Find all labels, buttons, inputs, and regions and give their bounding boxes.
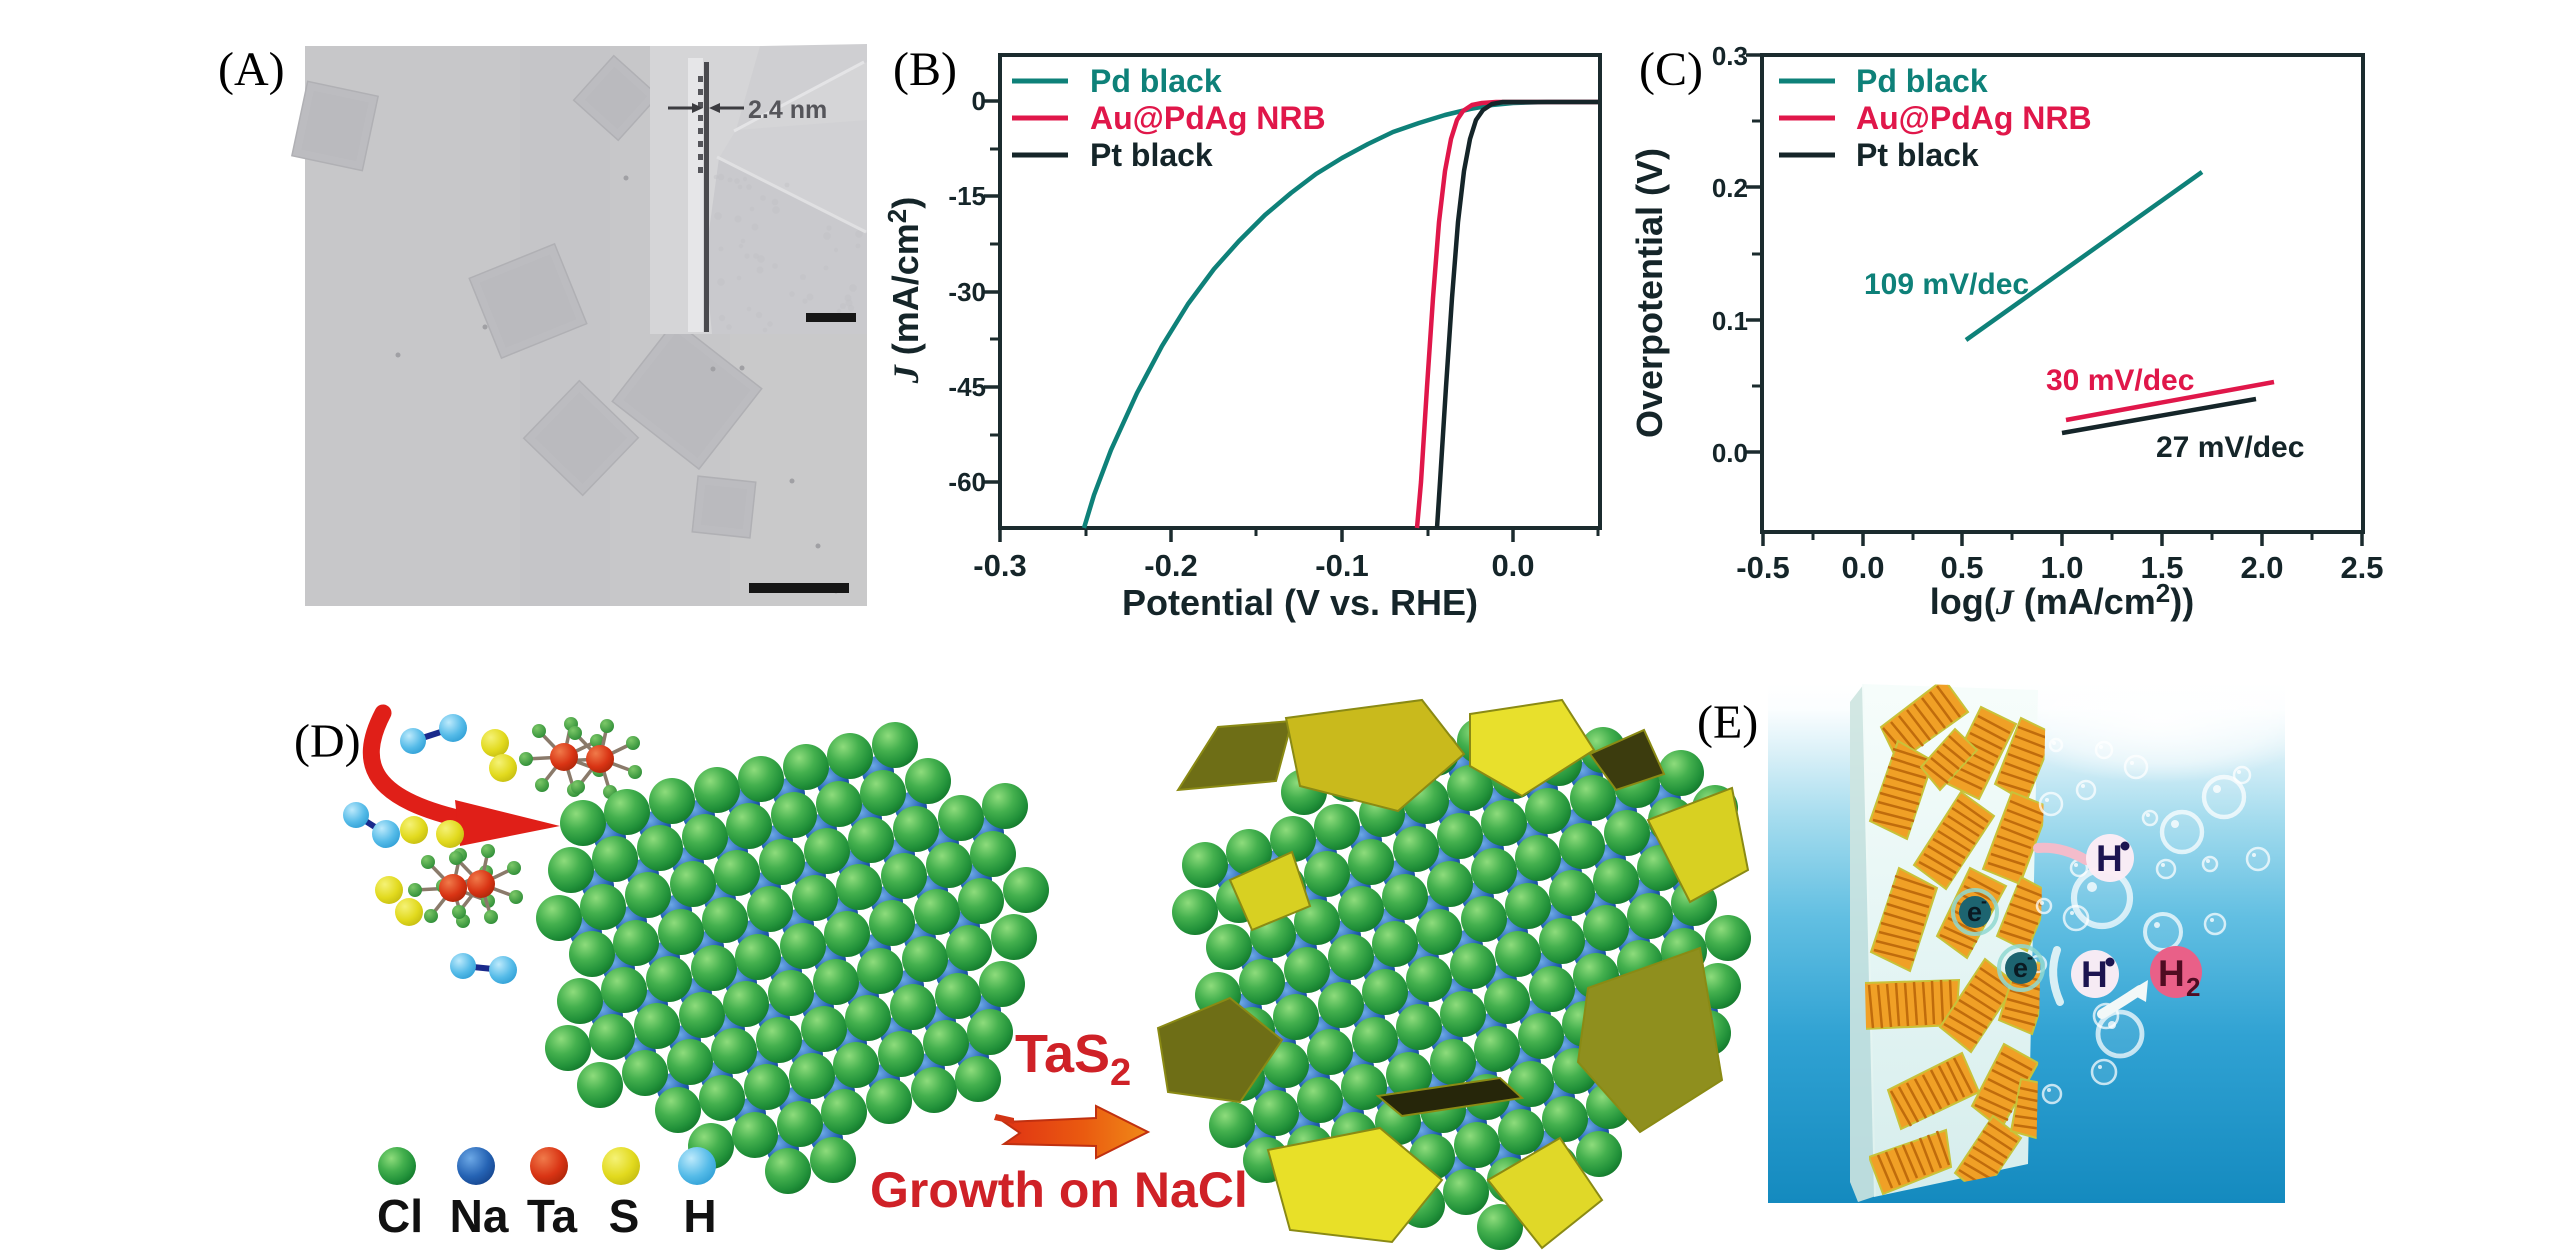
svg-text:e: e [1967, 897, 1982, 927]
svg-text:-0.1: -0.1 [1315, 548, 1368, 583]
svg-text:2: 2 [2186, 972, 2200, 1002]
svg-text:Pt black: Pt black [1856, 137, 1979, 173]
svg-text:log(J (mA/cm2)): log(J (mA/cm2)) [1930, 578, 2194, 622]
svg-text:0: 0 [972, 86, 986, 116]
svg-text:-45: -45 [948, 372, 986, 402]
svg-text:Pd black: Pd black [1856, 63, 1988, 99]
svg-text:-0.2: -0.2 [1144, 548, 1197, 583]
svg-text:Pd black: Pd black [1090, 63, 1222, 99]
svg-text:0.2: 0.2 [1712, 173, 1748, 203]
svg-text:Ta: Ta [527, 1190, 578, 1242]
svg-text:H: H [2081, 954, 2108, 995]
svg-text:Overpotential (V): Overpotential (V) [1629, 148, 1670, 438]
svg-text:Na: Na [450, 1190, 509, 1242]
svg-text:e: e [2013, 953, 2028, 983]
svg-text:1.0: 1.0 [2040, 550, 2083, 585]
svg-text:(C): (C) [1639, 43, 1703, 96]
svg-text:2.0: 2.0 [2240, 550, 2283, 585]
svg-text:(E): (E) [1697, 696, 1758, 749]
svg-text:Potential (V vs. RHE): Potential (V vs. RHE) [1122, 582, 1478, 623]
svg-text:-0.5: -0.5 [1736, 550, 1789, 585]
svg-text:H: H [683, 1190, 716, 1242]
svg-text:-15: -15 [948, 181, 986, 211]
svg-text:J (mA/cm2): J (mA/cm2) [882, 197, 926, 385]
svg-text:(A): (A) [218, 43, 285, 96]
svg-text:(B): (B) [893, 43, 957, 96]
svg-text:Pt black: Pt black [1090, 137, 1213, 173]
svg-text:-0.3: -0.3 [973, 548, 1026, 583]
svg-text:-: - [2027, 947, 2033, 967]
svg-text:-: - [1981, 891, 1987, 911]
svg-text:Growth on NaCl: Growth on NaCl [870, 1162, 1248, 1218]
svg-text:TaS2: TaS2 [1015, 1024, 1131, 1094]
svg-text:27 mV/dec: 27 mV/dec [2156, 431, 2304, 464]
svg-text:-30: -30 [948, 277, 986, 307]
svg-text:S: S [609, 1190, 640, 1242]
svg-text:(D): (D) [294, 715, 361, 768]
svg-text:0.0: 0.0 [1491, 548, 1534, 583]
svg-text:-60: -60 [948, 467, 986, 497]
svg-text:2.4 nm: 2.4 nm [748, 96, 827, 124]
svg-text:Cl: Cl [377, 1190, 423, 1242]
svg-text:30 mV/dec: 30 mV/dec [2046, 364, 2194, 397]
svg-text:2.5: 2.5 [2340, 550, 2383, 585]
svg-text:0.3: 0.3 [1712, 41, 1748, 71]
svg-text:109 mV/dec: 109 mV/dec [1864, 268, 2029, 301]
svg-text:1.5: 1.5 [2140, 550, 2183, 585]
svg-text:0.1: 0.1 [1712, 306, 1748, 336]
svg-text:H: H [2096, 838, 2123, 879]
svg-text:0.0: 0.0 [1841, 550, 1884, 585]
svg-text:Au@PdAg NRB: Au@PdAg NRB [1090, 100, 1326, 136]
svg-text:H: H [2158, 953, 2185, 994]
svg-text:0.5: 0.5 [1940, 550, 1983, 585]
svg-text:0.0: 0.0 [1712, 438, 1748, 468]
svg-text:Au@PdAg NRB: Au@PdAg NRB [1856, 100, 2092, 136]
